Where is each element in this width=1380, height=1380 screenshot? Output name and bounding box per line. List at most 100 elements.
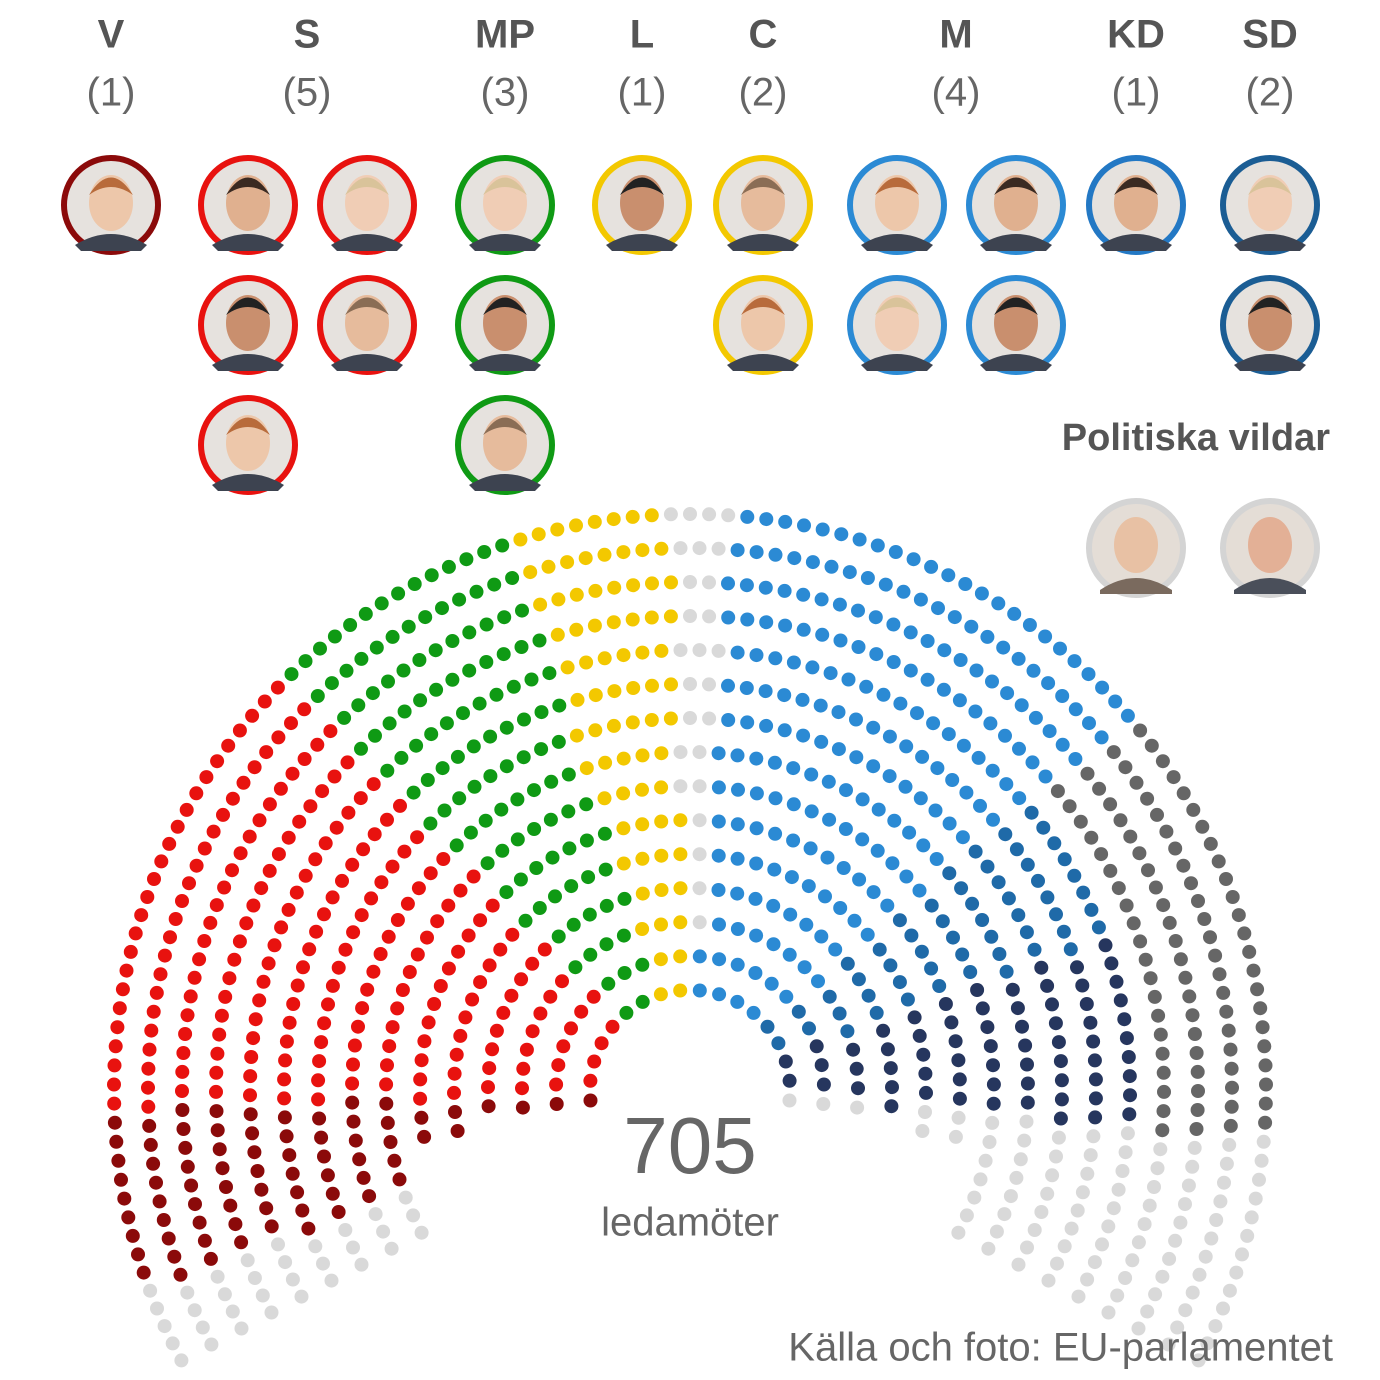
seat-dot	[439, 716, 454, 731]
seat-dot	[846, 1042, 861, 1057]
seat-dot	[391, 586, 406, 601]
seat-dot	[467, 779, 482, 794]
seat-dot	[566, 917, 581, 932]
seat-dot	[1088, 1091, 1103, 1106]
seat-dot	[1011, 651, 1026, 666]
seat-dot	[380, 812, 394, 827]
seat-dot	[209, 1065, 224, 1080]
seat-dot	[616, 545, 631, 560]
seat-dot	[380, 1115, 395, 1130]
seat-dot	[1213, 1194, 1228, 1209]
seat-dot	[886, 617, 901, 632]
seat-dot	[197, 934, 212, 948]
member-photo	[317, 155, 417, 255]
seat-dot	[373, 947, 388, 961]
seat-dot	[876, 1023, 891, 1038]
seat-dot	[1118, 1145, 1133, 1160]
seat-dot	[142, 1118, 157, 1133]
seat-dot	[156, 1213, 171, 1227]
seat-dot	[673, 983, 688, 998]
seat-dot	[1094, 730, 1109, 745]
seat-dot	[212, 1142, 227, 1157]
seat-dot	[1259, 1077, 1273, 1092]
seat-dot	[1020, 1057, 1034, 1072]
seat-dot	[505, 571, 520, 585]
seat-dot	[221, 738, 236, 753]
seat-dot	[1161, 1337, 1176, 1352]
seat-dot	[1225, 890, 1240, 904]
seat-dot	[1120, 1126, 1135, 1141]
seat-dot	[1075, 1185, 1090, 1200]
seat-dot	[986, 1058, 1000, 1073]
seat-dot	[1256, 1134, 1271, 1149]
seat-dot	[246, 898, 261, 913]
seat-dot	[217, 880, 232, 895]
seat-dot	[543, 812, 558, 827]
seat-dot	[264, 1219, 279, 1234]
seat-dot	[758, 580, 773, 595]
seat-dot	[692, 915, 707, 930]
member-photo	[847, 155, 947, 255]
seat-dot	[449, 1047, 464, 1062]
seat-dot	[392, 1172, 407, 1187]
seat-dot	[1067, 868, 1082, 883]
seat-dot	[149, 985, 164, 1000]
seat-dot	[345, 857, 360, 872]
seat-dot	[852, 872, 867, 887]
photo-hair	[741, 177, 785, 195]
seat-dot	[953, 653, 968, 667]
seat-dot	[1079, 997, 1094, 1011]
seat-dot	[746, 1005, 761, 1020]
seat-dot	[410, 830, 425, 845]
seat-dot	[730, 957, 745, 972]
seat-dot	[721, 678, 735, 693]
seat-dot	[980, 629, 995, 644]
seat-dot	[635, 748, 650, 763]
member-photo	[455, 275, 555, 375]
seat-dot	[860, 927, 875, 942]
seat-dot	[791, 1004, 806, 1019]
seat-dot	[448, 1105, 462, 1119]
seat-dot	[380, 1058, 394, 1073]
seat-dot	[312, 1054, 327, 1069]
seat-dot	[317, 907, 331, 922]
seat-dot	[1092, 781, 1107, 796]
seat-dot	[248, 1012, 263, 1027]
seat-dot	[441, 559, 456, 574]
seat-dot	[1203, 836, 1218, 851]
seat-dot	[281, 902, 296, 917]
seat-dot	[323, 724, 338, 739]
seat-dot	[597, 826, 612, 841]
seat-dot	[1053, 641, 1067, 656]
photo-hair	[994, 297, 1038, 315]
seat-dot	[562, 841, 577, 856]
seat-dot	[115, 982, 130, 997]
seat-dot	[533, 1006, 548, 1021]
seat-dot	[429, 682, 444, 697]
seat-dot	[1219, 1156, 1234, 1171]
seat-dot	[635, 817, 650, 832]
seat-dot	[782, 1093, 797, 1108]
seat-dot	[254, 1182, 269, 1197]
party-count: (1)	[1112, 71, 1161, 115]
seat-dot	[587, 618, 602, 633]
seat-dot	[1153, 1027, 1168, 1042]
seat-dot	[537, 942, 552, 957]
seat-dot	[347, 1038, 362, 1053]
seat-dot	[1155, 1046, 1170, 1061]
seat-dot	[146, 1156, 161, 1171]
seat-dot	[1010, 1001, 1025, 1016]
photo-shoulders	[980, 354, 1052, 371]
seat-dot	[1015, 1019, 1029, 1034]
seat-dot	[243, 1088, 257, 1103]
seat-dot	[673, 881, 688, 896]
seat-dot	[247, 1145, 262, 1160]
seat-dot	[683, 677, 697, 691]
seat-dot	[321, 997, 335, 1012]
seat-dot	[932, 979, 947, 993]
seat-dot	[1248, 1191, 1263, 1206]
seat-dot	[673, 779, 688, 794]
seat-dot	[1219, 872, 1233, 886]
photo-shoulders	[212, 234, 284, 251]
seat-dot	[314, 1130, 329, 1145]
